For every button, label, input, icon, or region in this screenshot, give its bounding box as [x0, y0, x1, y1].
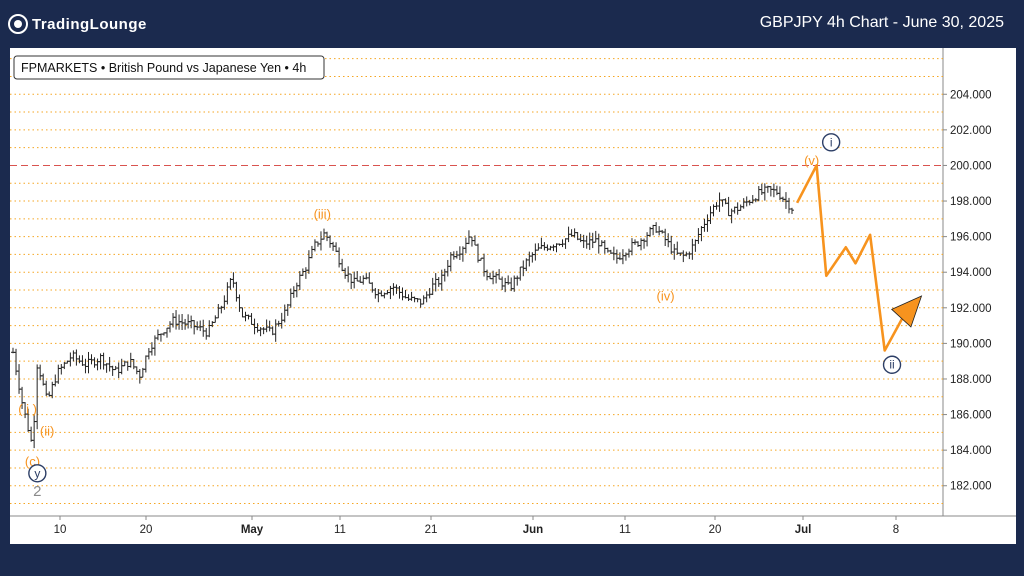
wave-label: ii: [889, 358, 894, 372]
price-bars: [11, 183, 795, 449]
symbol-label-box: FPMARKETS • British Pound vs Japanese Ye…: [13, 55, 325, 80]
wave-labels: ( i )(ii)(c)y2(iii)(iv)(v)iii: [18, 133, 902, 500]
time-tick-label: 10: [54, 524, 67, 536]
projection-path: [795, 164, 906, 352]
time-tick-label: May: [241, 524, 264, 536]
chart-background: [10, 48, 1016, 544]
wave-label: 2: [33, 483, 41, 500]
price-tick-label: 200.000: [950, 160, 992, 172]
price-tick-label: 204.000: [950, 89, 992, 101]
wave-label-circle: [821, 133, 841, 152]
wave-label: (v): [804, 153, 819, 168]
time-tick-label: 11: [619, 524, 631, 536]
wave-label-circle: [28, 464, 47, 483]
time-tick-label: 8: [893, 524, 899, 536]
price-tick-label: 194.000: [950, 267, 992, 279]
price-tick-label: 190.000: [950, 338, 992, 350]
wave-label: (ii): [40, 424, 54, 439]
price-tick-label: 202.000: [950, 125, 992, 137]
price-axis: 204.000 202.000 200.000 198.000 196.000 194.0…: [943, 89, 992, 493]
time-tick-label: 20: [140, 524, 153, 536]
wave-label: (iv): [657, 288, 675, 303]
price-tick-label: 182.000: [950, 481, 992, 493]
time-tick-label: Jun: [523, 524, 543, 536]
projection-arrow: [890, 295, 923, 328]
brand-logo: TradingLounge: [8, 13, 147, 35]
time-tick-label: Jul: [795, 524, 812, 536]
wave-label-circle: [882, 355, 902, 374]
chart-title: GBPJPY 4h Chart - June 30, 2025: [759, 14, 1004, 31]
price-tick-label: 192.000: [950, 303, 992, 315]
price-tick-label: 198.000: [950, 196, 992, 208]
wave-label: ( i ): [18, 401, 37, 416]
wave-projection: [795, 164, 923, 352]
price-tick-label: 184.000: [950, 445, 992, 457]
symbol-label-frame: [13, 55, 325, 80]
chart-panel[interactable]: 204.000 202.000 200.000 198.000 196.000 194.0…: [10, 48, 1016, 544]
wave-label: (iii): [314, 206, 331, 221]
price-chart[interactable]: 204.000 202.000 200.000 198.000 196.000 194.0…: [10, 48, 1016, 544]
wave-label: y: [34, 466, 40, 480]
symbol-label: FPMARKETS • British Pound vs Japanese Ye…: [21, 61, 306, 75]
time-tick-label: 11: [334, 524, 346, 536]
price-tick-label: 196.000: [950, 232, 992, 244]
time-axis: 10 20 May 11 21 Jun 11 20 Jul 8: [54, 516, 899, 536]
price-tick-label: 188.000: [950, 374, 992, 386]
time-tick-label: 20: [709, 524, 722, 536]
header: TradingLounge GBPJPY 4h Chart - June 30,…: [0, 0, 1024, 48]
price-tick-label: 186.000: [950, 410, 992, 422]
logo-icon: [8, 14, 28, 34]
time-tick-label: 21: [425, 524, 438, 536]
logo-text: TradingLounge: [32, 15, 147, 33]
wave-label: i: [830, 135, 833, 149]
